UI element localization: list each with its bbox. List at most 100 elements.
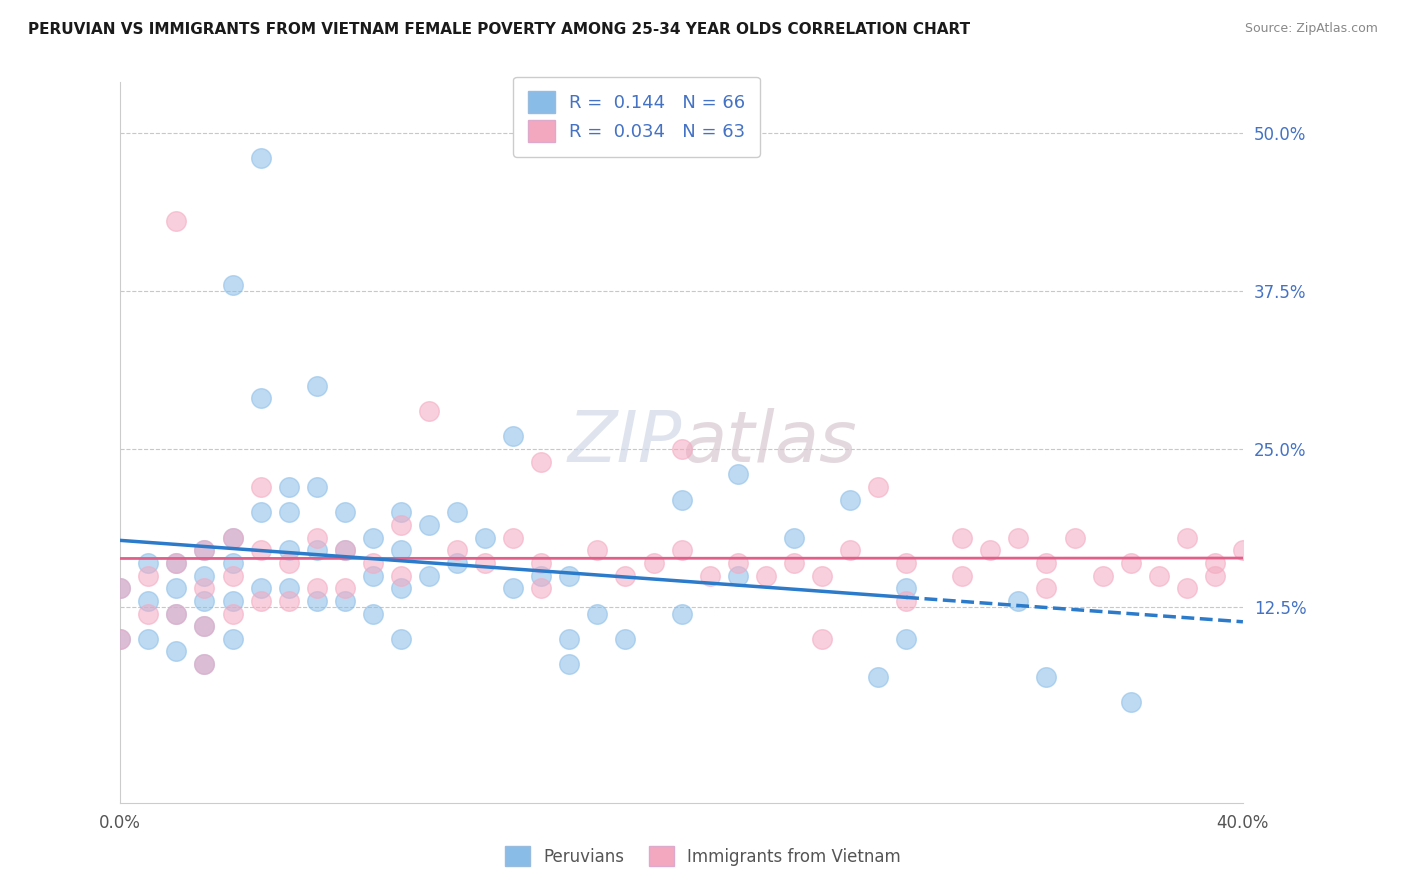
Point xyxy=(868,480,890,494)
Point xyxy=(530,455,553,469)
Point xyxy=(333,543,356,558)
Point xyxy=(221,632,243,646)
Point xyxy=(361,607,384,621)
Point xyxy=(389,505,412,519)
Text: Source: ZipAtlas.com: Source: ZipAtlas.com xyxy=(1244,22,1378,36)
Point xyxy=(277,480,299,494)
Point xyxy=(586,543,609,558)
Point xyxy=(221,531,243,545)
Point xyxy=(839,543,862,558)
Point xyxy=(249,151,271,165)
Point xyxy=(1035,581,1057,595)
Point xyxy=(614,632,637,646)
Point xyxy=(333,594,356,608)
Point xyxy=(446,543,468,558)
Point xyxy=(474,531,496,545)
Point xyxy=(249,594,271,608)
Point xyxy=(1119,695,1142,709)
Point xyxy=(1035,556,1057,570)
Point xyxy=(333,505,356,519)
Point xyxy=(193,543,215,558)
Point xyxy=(894,581,917,595)
Point xyxy=(1007,531,1029,545)
Point xyxy=(193,543,215,558)
Point xyxy=(755,568,778,582)
Point xyxy=(165,214,187,228)
Point xyxy=(221,607,243,621)
Legend: Peruvians, Immigrants from Vietnam: Peruvians, Immigrants from Vietnam xyxy=(496,838,910,875)
Point xyxy=(727,556,749,570)
Point xyxy=(950,568,973,582)
Point xyxy=(614,568,637,582)
Point xyxy=(110,632,132,646)
Point xyxy=(671,543,693,558)
Point xyxy=(1035,670,1057,684)
Point xyxy=(474,556,496,570)
Point xyxy=(249,480,271,494)
Point xyxy=(643,556,665,570)
Point xyxy=(727,467,749,482)
Point xyxy=(221,531,243,545)
Legend: R =  0.144   N = 66, R =  0.034   N = 63: R = 0.144 N = 66, R = 0.034 N = 63 xyxy=(513,77,761,157)
Point xyxy=(277,543,299,558)
Point xyxy=(502,531,524,545)
Point xyxy=(221,556,243,570)
Point xyxy=(1063,531,1085,545)
Point xyxy=(894,556,917,570)
Point xyxy=(221,594,243,608)
Point xyxy=(894,594,917,608)
Point xyxy=(305,378,328,392)
Point xyxy=(361,531,384,545)
Point xyxy=(950,531,973,545)
Point xyxy=(305,594,328,608)
Point xyxy=(138,568,160,582)
Point xyxy=(530,581,553,595)
Point xyxy=(305,543,328,558)
Point xyxy=(110,581,132,595)
Point xyxy=(1232,543,1254,558)
Point xyxy=(361,568,384,582)
Point xyxy=(249,505,271,519)
Point xyxy=(727,568,749,582)
Point xyxy=(530,556,553,570)
Point xyxy=(839,492,862,507)
Point xyxy=(1119,556,1142,570)
Point xyxy=(193,657,215,672)
Point xyxy=(277,556,299,570)
Point xyxy=(277,594,299,608)
Point xyxy=(418,568,440,582)
Point xyxy=(305,531,328,545)
Text: PERUVIAN VS IMMIGRANTS FROM VIETNAM FEMALE POVERTY AMONG 25-34 YEAR OLDS CORRELA: PERUVIAN VS IMMIGRANTS FROM VIETNAM FEMA… xyxy=(28,22,970,37)
Point xyxy=(305,581,328,595)
Point xyxy=(333,581,356,595)
Point xyxy=(979,543,1001,558)
Point xyxy=(165,607,187,621)
Point xyxy=(165,607,187,621)
Point xyxy=(389,568,412,582)
Point xyxy=(1204,568,1226,582)
Point xyxy=(221,277,243,292)
Point xyxy=(558,632,581,646)
Point xyxy=(446,556,468,570)
Point xyxy=(333,543,356,558)
Point xyxy=(671,492,693,507)
Point xyxy=(558,657,581,672)
Point xyxy=(165,644,187,658)
Point xyxy=(811,568,834,582)
Point xyxy=(193,657,215,672)
Point xyxy=(586,607,609,621)
Point xyxy=(138,556,160,570)
Point xyxy=(868,670,890,684)
Point xyxy=(165,556,187,570)
Point xyxy=(671,607,693,621)
Point xyxy=(811,632,834,646)
Point xyxy=(193,581,215,595)
Point xyxy=(389,543,412,558)
Point xyxy=(165,556,187,570)
Text: ZIP: ZIP xyxy=(567,409,682,477)
Point xyxy=(249,392,271,406)
Point xyxy=(418,404,440,418)
Point xyxy=(221,568,243,582)
Point xyxy=(277,581,299,595)
Point xyxy=(138,594,160,608)
